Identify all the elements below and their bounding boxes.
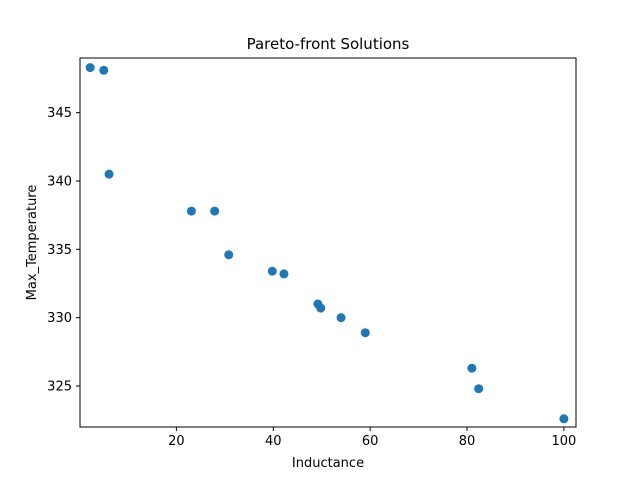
scatter-point <box>474 384 484 394</box>
y-axis-label: Max_Temperature <box>25 185 40 301</box>
y-axis-ticks: 325 330 335 340 345 <box>47 106 80 395</box>
scatter-point <box>99 65 109 75</box>
scatter-point <box>360 328 370 338</box>
scatter-point <box>85 63 95 73</box>
scatter-point <box>210 206 220 216</box>
scatter-point <box>316 303 326 313</box>
y-tick-label: 330 <box>47 311 72 326</box>
y-tick-label: 335 <box>47 243 72 258</box>
data-points <box>85 63 569 424</box>
y-tick-label: 345 <box>47 106 72 121</box>
x-tick-label: 20 <box>168 434 185 449</box>
x-tick-label: 100 <box>551 434 576 449</box>
scatter-point <box>224 250 234 260</box>
x-tick-label: 80 <box>459 434 476 449</box>
scatter-point <box>467 363 477 373</box>
x-axis-ticks: 20 40 60 80 100 <box>168 427 576 449</box>
scatter-point <box>336 313 346 323</box>
scatter-point <box>279 269 289 279</box>
scatter-point <box>559 414 569 424</box>
scatter-point <box>186 206 196 216</box>
y-tick-label: 325 <box>47 380 72 395</box>
x-tick-label: 40 <box>265 434 282 449</box>
x-tick-label: 60 <box>362 434 379 449</box>
chart-title: Pareto-front Solutions <box>247 35 410 53</box>
x-axis-label: Inductance <box>292 456 364 471</box>
plot-area-frame <box>79 57 577 428</box>
scatter-point <box>267 266 277 276</box>
y-tick-label: 340 <box>47 175 72 190</box>
scatter-point <box>104 169 114 179</box>
